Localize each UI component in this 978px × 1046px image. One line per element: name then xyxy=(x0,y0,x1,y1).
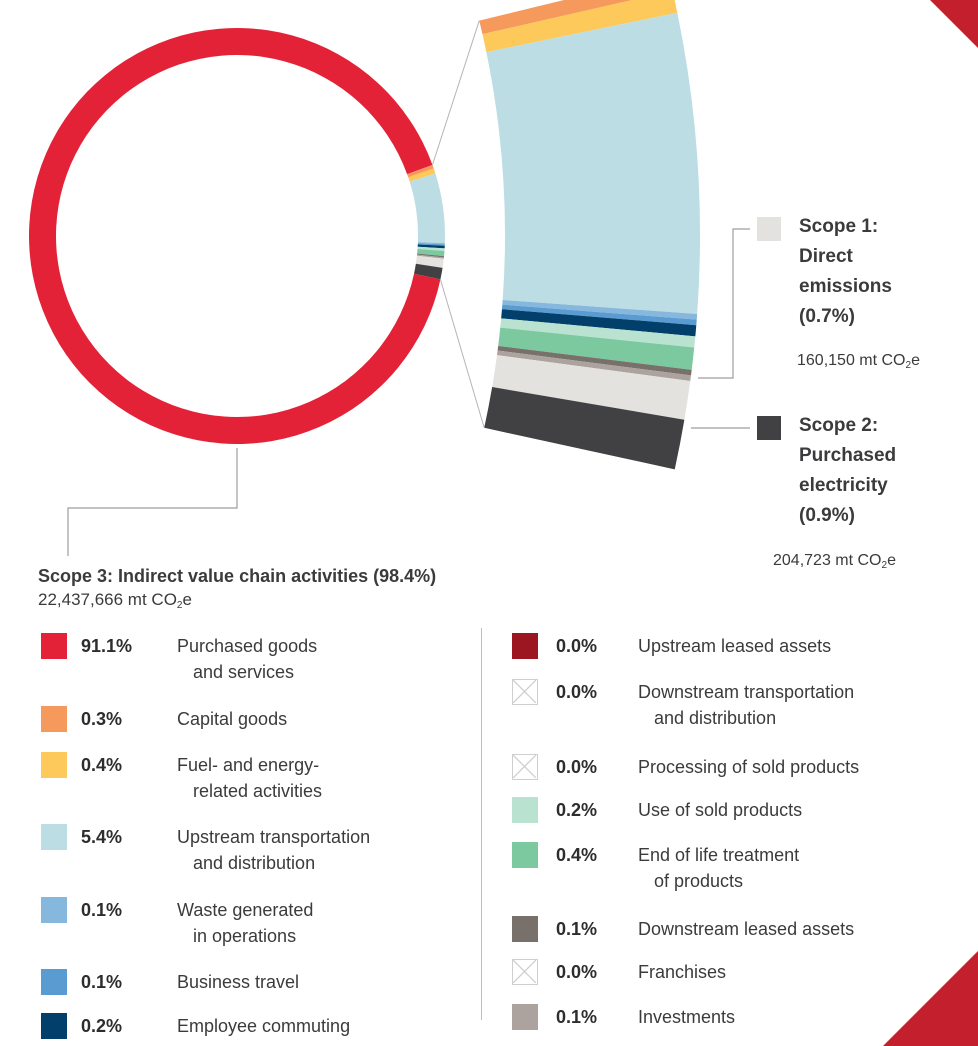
legend-percent: 0.2% xyxy=(81,1016,123,1036)
legend-label: Upstream leased assets xyxy=(638,636,832,656)
scope1-swatch xyxy=(757,217,781,241)
segment-upstream-transport-exploded xyxy=(486,12,700,315)
scope1-title: Scope 1: Direct emissions (0.7%) xyxy=(799,212,959,332)
segment-investments xyxy=(416,254,444,259)
legend-swatch xyxy=(41,706,67,732)
scope3-leader-line xyxy=(67,448,238,556)
scope2-title-line: electricity xyxy=(799,475,888,496)
legend-label: Processing of sold products xyxy=(638,757,860,777)
legend-swatch xyxy=(41,824,67,850)
legend-percent: 0.4% xyxy=(81,755,123,775)
segment-purchased-goods xyxy=(28,28,441,445)
legend-percent: 5.4% xyxy=(81,827,123,847)
segment-end-of-life xyxy=(417,249,445,257)
legend-percent: 0.1% xyxy=(81,900,123,920)
segment-use-of-sold-products-exploded xyxy=(500,318,696,348)
empty-swatch-icon xyxy=(512,959,538,985)
legend-swatch xyxy=(41,752,67,778)
legend-swatch xyxy=(512,633,538,659)
legend-swatch xyxy=(512,916,538,942)
legend-label: Investments xyxy=(638,1007,736,1027)
legend-percent: 0.4% xyxy=(556,845,598,865)
legend-swatch xyxy=(41,969,67,995)
scope1-leader-line xyxy=(698,228,750,379)
legend-percent: 0.1% xyxy=(81,972,123,992)
legend-label: Use of sold products xyxy=(638,800,803,820)
segment-use-of-sold-products xyxy=(417,246,445,251)
segment-fuel-energy-exploded xyxy=(482,0,678,53)
segment-end-of-life-exploded xyxy=(498,327,695,370)
scope2-value: 204,723 mt CO2e xyxy=(773,552,896,571)
legend-swatch xyxy=(41,1013,67,1039)
scope2-swatch xyxy=(757,416,781,440)
corner-decoration-bottom xyxy=(883,951,978,1046)
scope2-title: Scope 2: Purchased electricity (0.9%) xyxy=(799,411,959,531)
legend-percent: 0.1% xyxy=(556,919,598,939)
connector-line xyxy=(431,20,480,166)
empty-swatch-icon xyxy=(512,679,538,705)
legend-percent: 0.0% xyxy=(556,636,598,656)
legend-divider xyxy=(481,628,482,1020)
legend-swatch xyxy=(41,633,67,659)
scope1-title-line: (0.7%) xyxy=(799,306,855,327)
scope2-title-line: Purchased xyxy=(799,445,897,466)
legend-percent: 0.1% xyxy=(556,1007,598,1027)
legend-label: Fuel- and energy- related activities xyxy=(177,755,323,801)
scope1-value: 160,150 mt CO2e xyxy=(797,352,920,371)
legend-swatch xyxy=(512,1004,538,1030)
scope3-title: Scope 3: Indirect value chain activities… xyxy=(38,566,437,586)
legend-swatch xyxy=(512,842,538,868)
legend-percent: 0.0% xyxy=(556,682,598,702)
segment-scope2 xyxy=(414,263,443,280)
legend-percent: 91.1% xyxy=(81,636,133,656)
connector-line xyxy=(439,279,485,428)
legend-label: Downstream leased assets xyxy=(638,919,855,939)
scope2-title-line: Scope 2: xyxy=(799,415,879,436)
legend-label: Downstream transportation and distributi… xyxy=(638,682,855,728)
segment-capital-goods xyxy=(407,164,434,178)
empty-swatch-icon xyxy=(512,754,538,780)
legend-label: Capital goods xyxy=(177,709,288,729)
legend-label: Purchased goods and services xyxy=(177,636,318,682)
scope1-title-line: Scope 1: xyxy=(799,216,879,237)
segment-scope2-exploded xyxy=(484,387,685,470)
legend-label: Waste generated in operations xyxy=(177,900,314,946)
legend-swatch xyxy=(41,897,67,923)
segment-investments-exploded xyxy=(496,350,692,381)
segment-business-travel xyxy=(417,243,445,246)
segment-business-travel-exploded xyxy=(501,304,697,326)
segment-scope1-exploded xyxy=(492,355,691,420)
legend-percent: 0.0% xyxy=(556,962,598,982)
scope3-value: 22,437,666 mt CO2e xyxy=(38,590,192,611)
scope2-title-line: (0.9%) xyxy=(799,505,855,526)
segment-capital-goods-exploded xyxy=(479,0,633,35)
legend-label: End of life treatment of products xyxy=(638,845,800,891)
legend-percent: 0.2% xyxy=(556,800,598,820)
legend-percent: 0.3% xyxy=(81,709,123,729)
scope1-title-line: emissions xyxy=(799,276,892,297)
segment-scope1 xyxy=(415,255,444,268)
legend-label: Business travel xyxy=(177,972,300,992)
segment-employee-commuting xyxy=(417,244,445,249)
segment-downstream-leased xyxy=(417,253,445,258)
legend-label: Franchises xyxy=(638,962,727,982)
segment-employee-commuting-exploded xyxy=(501,309,697,337)
corner-decoration-top xyxy=(930,0,978,48)
segment-upstream-transport xyxy=(409,173,445,244)
legend-label: Employee commuting xyxy=(177,1016,351,1036)
segment-downstream-leased-exploded xyxy=(497,345,692,376)
segment-waste xyxy=(417,242,445,245)
legend-swatch xyxy=(512,797,538,823)
legend-label: Upstream transportation and distribution xyxy=(177,827,371,873)
legend-percent: 0.0% xyxy=(556,757,598,777)
segment-waste-exploded xyxy=(502,300,698,320)
segment-fuel-energy xyxy=(408,168,436,182)
scope1-title-line: Direct xyxy=(799,246,853,267)
